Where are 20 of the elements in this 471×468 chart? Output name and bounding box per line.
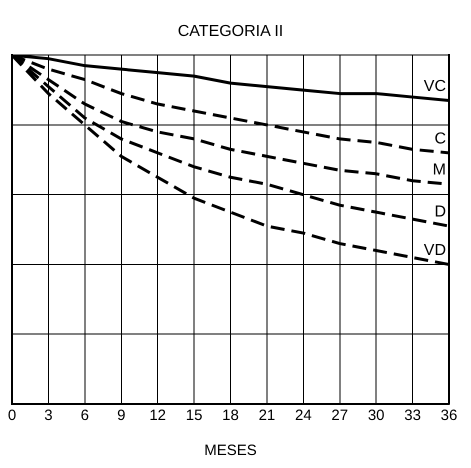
chart-title: CATEGORIA II: [178, 23, 284, 40]
series-label: D: [434, 204, 446, 221]
x-tick-label: 36: [440, 407, 458, 424]
x-tick-label: 3: [44, 407, 53, 424]
series-label: M: [432, 162, 446, 179]
x-tick-label: 0: [8, 407, 16, 424]
x-tick-label: 21: [258, 407, 276, 424]
x-tick-label: 6: [80, 407, 90, 424]
series-label: VC: [424, 78, 446, 95]
x-tick-label: 30: [368, 407, 385, 424]
x-tick-label: 15: [186, 407, 202, 424]
x-tick-label: 9: [117, 407, 126, 424]
x-tick-label: 24: [294, 407, 312, 424]
x-tick-label: 33: [404, 407, 421, 424]
x-tick-label: 12: [149, 407, 166, 424]
x-tick-label: 18: [222, 407, 239, 424]
series-label: VD: [424, 242, 446, 259]
x-axis-title: MESES: [204, 442, 257, 460]
x-tick-label: 27: [331, 407, 348, 424]
series-label: C: [434, 130, 446, 148]
